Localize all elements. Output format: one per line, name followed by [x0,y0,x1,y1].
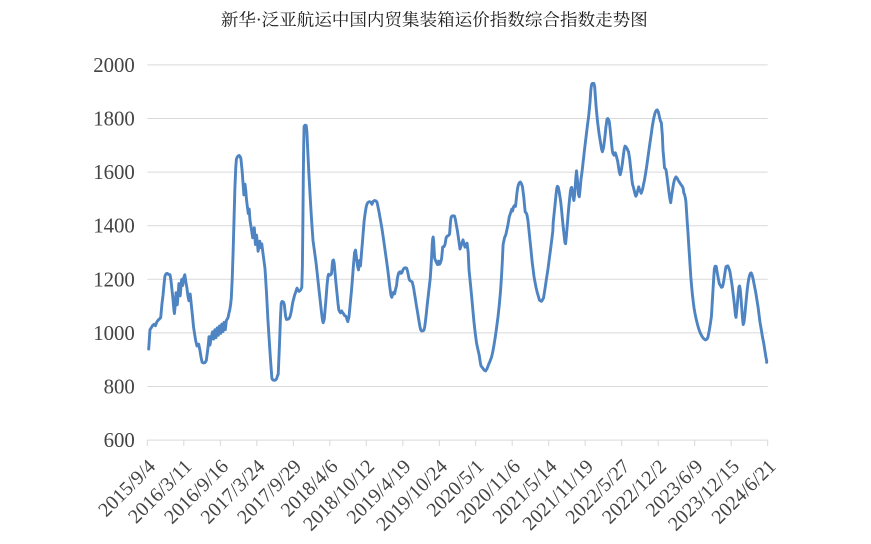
svg-text:1000: 1000 [93,322,135,345]
svg-text:1200: 1200 [93,268,135,291]
svg-text:600: 600 [104,429,135,452]
svg-text:1400: 1400 [93,215,135,238]
svg-text:1600: 1600 [93,161,135,184]
svg-text:800: 800 [104,376,135,399]
svg-text:1800: 1800 [93,108,135,131]
svg-text:2000: 2000 [93,54,135,77]
